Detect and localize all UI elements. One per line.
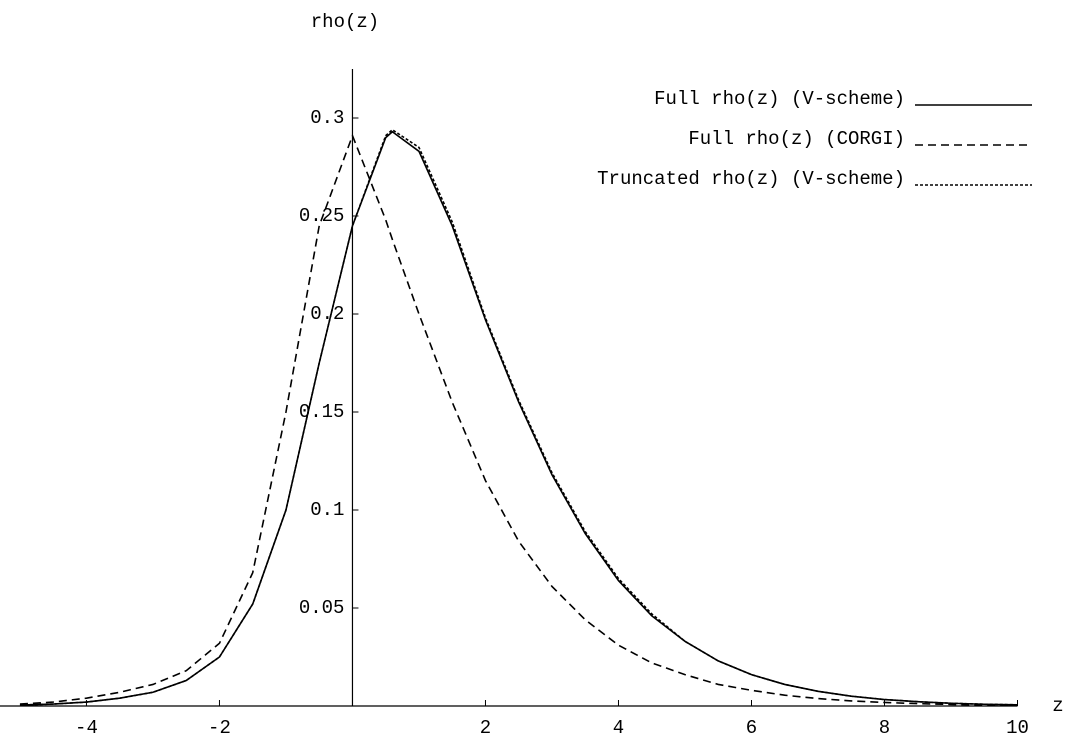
legend-label: Full rho(z) (CORGI) — [688, 128, 905, 150]
x-tick-label: 10 — [1006, 717, 1029, 739]
line-series — [19, 128, 1018, 706]
x-axis-label: z — [1052, 695, 1063, 717]
x-tick-label: 8 — [879, 717, 890, 739]
legend-label: Full rho(z) (V-scheme) — [654, 88, 905, 110]
legend-label: Truncated rho(z) (V-scheme) — [597, 168, 905, 190]
y-tick-label: 0.15 — [299, 401, 345, 423]
line-series — [19, 133, 1018, 707]
y-tick-label: 0.25 — [299, 205, 345, 227]
y-tick-label: 0.05 — [299, 597, 345, 619]
x-tick-label: 6 — [746, 717, 757, 739]
x-tick-label: 4 — [613, 717, 624, 739]
x-tick-label: 2 — [480, 717, 491, 739]
x-tick-label: -4 — [75, 717, 98, 739]
y-tick-label: 0.3 — [310, 107, 344, 129]
line-series — [19, 130, 1018, 706]
y-tick-label: 0.1 — [310, 499, 344, 521]
x-tick-label: -2 — [208, 717, 231, 739]
y-tick-label: 0.2 — [310, 303, 344, 325]
y-axis-label: rho(z) — [311, 11, 379, 33]
